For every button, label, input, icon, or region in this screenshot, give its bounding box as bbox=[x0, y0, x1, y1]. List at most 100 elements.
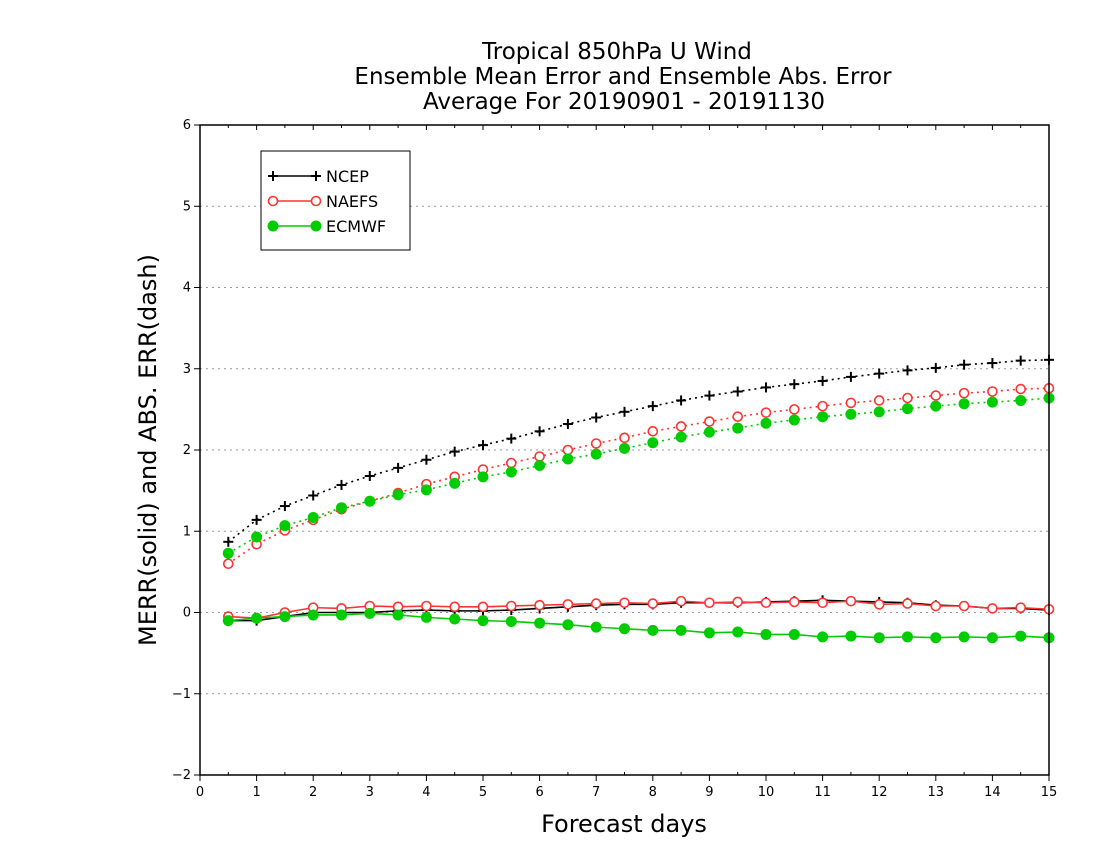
title-line-2: Ensemble Mean Error and Ensemble Abs. Er… bbox=[354, 64, 892, 90]
series-ncep-abs-err-point bbox=[251, 514, 262, 525]
series-naefs-merr-point bbox=[845, 595, 857, 607]
series-naefs-abs-err-point bbox=[958, 387, 970, 399]
series-ecmwf bbox=[222, 392, 1055, 644]
series-ecmwf-abs-err-point bbox=[534, 459, 546, 471]
series-ecmwf-merr-point bbox=[930, 632, 942, 644]
x-tick-label: 0 bbox=[196, 785, 204, 800]
series-ecmwf-abs-err-point bbox=[477, 471, 489, 483]
series-ecmwf-abs-err-point bbox=[449, 477, 461, 489]
series-naefs-merr-point bbox=[930, 600, 942, 612]
series-ecmwf-abs-err-point bbox=[760, 417, 772, 429]
series-naefs-merr-point bbox=[873, 599, 885, 610]
title-line-1: Tropical 850hPa U Wind bbox=[481, 39, 752, 65]
series-naefs-abs-err-point bbox=[1015, 383, 1027, 395]
series-ecmwf-abs-err-point bbox=[788, 414, 800, 426]
series-ncep-abs-err-point bbox=[591, 412, 602, 423]
series-ecmwf-merr-point bbox=[307, 609, 319, 621]
series-ncep-abs-err-point bbox=[364, 471, 375, 481]
legend-marker-start bbox=[268, 171, 278, 181]
y-tick-label: 0 bbox=[183, 606, 191, 621]
series-ncep-abs-err-point bbox=[506, 433, 517, 444]
series-ncep-abs-err-point bbox=[704, 390, 715, 401]
series-ecmwf-abs-err-point bbox=[279, 520, 291, 532]
series-naefs-merr-point bbox=[732, 596, 744, 608]
series-ecmwf-merr-point bbox=[590, 621, 602, 633]
series-ecmwf-merr-point bbox=[279, 611, 291, 623]
series-ecmwf-merr-point bbox=[675, 624, 687, 636]
series-naefs-merr-point bbox=[449, 601, 461, 613]
series-ecmwf-merr-point bbox=[619, 623, 630, 635]
legend-label: NCEP bbox=[326, 167, 369, 186]
x-tick-label: 7 bbox=[592, 785, 600, 800]
series-ecmwf-merr-point bbox=[222, 615, 234, 627]
series-ecmwf-abs-err-point bbox=[590, 448, 602, 460]
series-naefs-merr-point bbox=[562, 599, 574, 610]
series-naefs-abs-err-point bbox=[987, 386, 998, 397]
series-ecmwf-merr-point bbox=[873, 632, 885, 644]
series-naefs-abs-err-point bbox=[505, 457, 517, 469]
series-naefs-abs-err-point bbox=[590, 438, 602, 449]
series-naefs-abs-err-point bbox=[534, 451, 545, 462]
series-ecmwf-abs-err-point bbox=[307, 511, 319, 523]
series-naefs-abs-err-point bbox=[704, 416, 715, 427]
series-ecmwf-merr-point bbox=[336, 609, 347, 621]
series-ecmwf-merr-line bbox=[228, 612, 1050, 639]
series-ecmwf-merr-point bbox=[562, 619, 574, 631]
series-ncep-abs-err-line bbox=[227, 359, 1050, 543]
y-tick-label: 5 bbox=[183, 199, 191, 214]
series-ecmwf-abs-err-point bbox=[420, 484, 432, 496]
x-tick-label: 3 bbox=[366, 785, 374, 800]
y-tick-label: 1 bbox=[183, 524, 191, 539]
series-ecmwf-merr-point bbox=[251, 612, 263, 624]
series-naefs-abs-err-point bbox=[223, 558, 234, 570]
series-ncep-abs-err-point bbox=[902, 365, 913, 376]
legend-marker-end bbox=[310, 195, 322, 207]
series-ncep-abs-err-point bbox=[789, 379, 800, 390]
series-ecmwf-abs-err-point bbox=[336, 502, 347, 514]
series-naefs-merr-point bbox=[421, 600, 432, 612]
series-ncep-abs-err-point bbox=[761, 382, 771, 393]
legend-marker-start bbox=[267, 220, 279, 232]
legend-item-ncep: NCEP bbox=[268, 167, 369, 186]
series-naefs-merr-point bbox=[647, 598, 659, 609]
series-naefs-abs-err-point bbox=[619, 432, 630, 444]
x-tick-label: 8 bbox=[649, 785, 657, 800]
series-naefs-abs-err-point bbox=[562, 444, 574, 456]
series-ecmwf-abs-err-point bbox=[251, 531, 263, 543]
series-ncep-abs-err-point bbox=[817, 375, 828, 386]
series-ecmwf-merr-point bbox=[477, 615, 489, 627]
x-tick-label: 13 bbox=[928, 785, 945, 800]
series-naefs-abs-err-point bbox=[675, 421, 687, 432]
series-ecmwf-merr-point bbox=[647, 624, 659, 636]
series-ncep-abs-err-point bbox=[421, 454, 432, 465]
series-ecmwf-merr-point bbox=[760, 628, 772, 640]
legend-label: NAEFS bbox=[326, 192, 378, 211]
series-ecmwf-merr-point bbox=[420, 611, 432, 623]
x-tick-label: 5 bbox=[479, 785, 487, 800]
legend-marker-end bbox=[311, 171, 321, 181]
x-tick-label: 15 bbox=[1041, 785, 1058, 800]
y-tick-label: 4 bbox=[183, 281, 191, 296]
series-naefs-abs-err-point bbox=[930, 390, 942, 401]
series-ecmwf-abs-err-line bbox=[227, 397, 1050, 554]
series-naefs-abs-err-point bbox=[788, 404, 800, 415]
series-ecmwf-merr-point bbox=[1015, 630, 1027, 642]
y-tick-label: 3 bbox=[183, 362, 191, 377]
series-ecmwf-merr-point bbox=[364, 607, 376, 619]
series-ncep-abs-err-point bbox=[308, 490, 319, 501]
series-layer bbox=[222, 354, 1055, 644]
series-ncep-abs-err-point bbox=[619, 406, 630, 417]
series-ecmwf-merr-point bbox=[902, 631, 913, 643]
series-naefs-abs-err-point bbox=[647, 426, 659, 437]
series-naefs-merr-point bbox=[1015, 602, 1027, 613]
x-tick-label: 2 bbox=[309, 785, 317, 800]
series-naefs-merr-point bbox=[477, 601, 489, 613]
series-ecmwf-merr-point bbox=[534, 617, 546, 629]
y-tick-label: −2 bbox=[172, 768, 191, 783]
y-axis-label: MERR(solid) and ABS. ERR(dash) bbox=[134, 254, 162, 646]
series-naefs-merr-point bbox=[817, 597, 828, 609]
series-naefs-merr-point bbox=[902, 598, 913, 609]
series-naefs-merr-point bbox=[505, 600, 517, 612]
series-naefs-merr-point bbox=[704, 597, 715, 609]
series-ncep-abs-err-point bbox=[449, 446, 460, 457]
